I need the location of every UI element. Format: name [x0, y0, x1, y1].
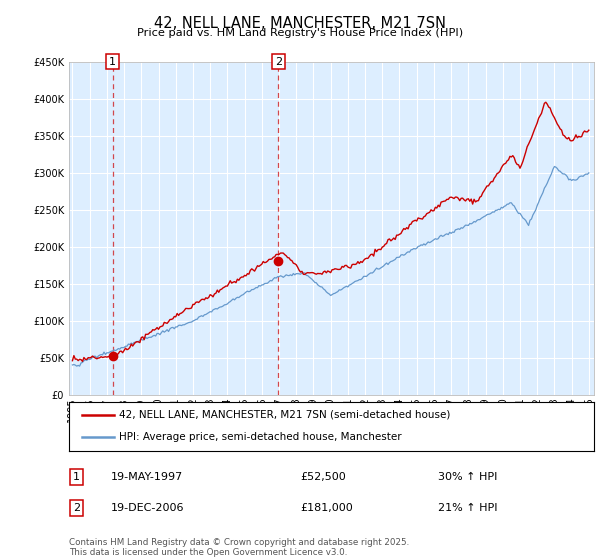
Text: 42, NELL LANE, MANCHESTER, M21 7SN: 42, NELL LANE, MANCHESTER, M21 7SN: [154, 16, 446, 31]
Text: 2: 2: [73, 503, 80, 513]
Text: £52,500: £52,500: [300, 472, 346, 482]
Text: 19-MAY-1997: 19-MAY-1997: [111, 472, 183, 482]
Text: 30% ↑ HPI: 30% ↑ HPI: [438, 472, 497, 482]
Text: 21% ↑ HPI: 21% ↑ HPI: [438, 503, 497, 513]
Text: £181,000: £181,000: [300, 503, 353, 513]
Text: 1: 1: [73, 472, 80, 482]
Text: 1: 1: [109, 57, 116, 67]
Text: 42, NELL LANE, MANCHESTER, M21 7SN (semi-detached house): 42, NELL LANE, MANCHESTER, M21 7SN (semi…: [119, 410, 450, 420]
Text: Price paid vs. HM Land Registry's House Price Index (HPI): Price paid vs. HM Land Registry's House …: [137, 28, 463, 38]
Text: HPI: Average price, semi-detached house, Manchester: HPI: Average price, semi-detached house,…: [119, 432, 401, 442]
Text: Contains HM Land Registry data © Crown copyright and database right 2025.
This d: Contains HM Land Registry data © Crown c…: [69, 538, 409, 557]
Text: 2: 2: [275, 57, 282, 67]
Text: 19-DEC-2006: 19-DEC-2006: [111, 503, 185, 513]
